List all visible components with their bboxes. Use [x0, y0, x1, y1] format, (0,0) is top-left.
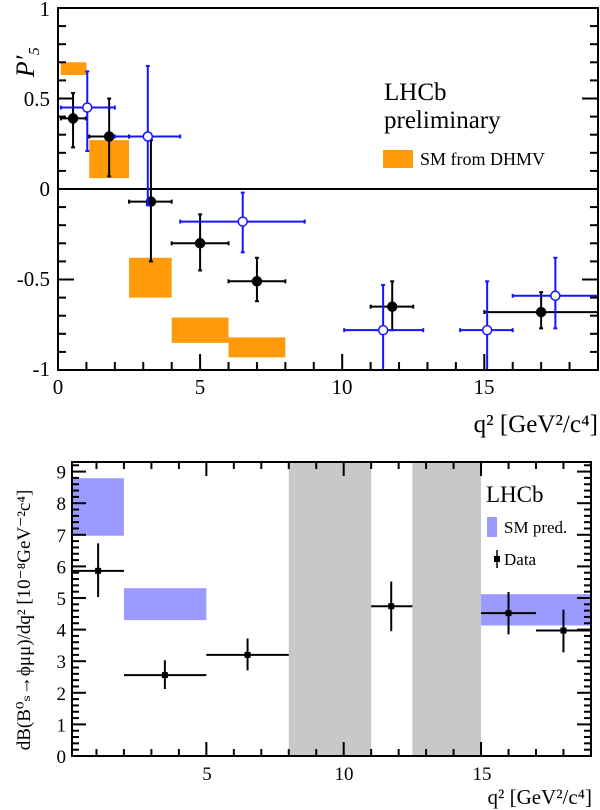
- marker: [67, 113, 79, 124]
- data-point-filled: [128, 139, 173, 263]
- marker: [82, 102, 93, 113]
- legend-label-sm: SM from DHMV: [420, 149, 545, 169]
- legend-label-sm: SM pred.: [504, 518, 567, 537]
- y-tick-label: 0.5: [24, 87, 50, 111]
- y-axis-title: P′₅: [11, 47, 40, 79]
- marker: [194, 238, 206, 249]
- x-tick-label: 10: [335, 764, 354, 785]
- y-tick-label: 7: [57, 526, 67, 547]
- data-point-filled: [59, 92, 87, 149]
- sm-band: [123, 588, 207, 621]
- data-point: [71, 543, 124, 598]
- x-tick-label: 15: [474, 375, 495, 399]
- sm-band: [129, 257, 172, 298]
- data-point-filled: [369, 280, 415, 332]
- legend-swatch-sm: [487, 517, 497, 537]
- marker: [251, 276, 263, 287]
- y-axis-title: dB(B⁰ₛ→ϕμμ)/dq² [10⁻⁸GeV⁻²c⁴]: [14, 490, 35, 751]
- sm-band: [60, 62, 87, 75]
- x-tick-label: 10: [332, 375, 353, 399]
- marker: [481, 324, 493, 336]
- marker: [505, 610, 512, 617]
- marker: [388, 603, 395, 610]
- sm-band: [228, 337, 286, 358]
- marker: [142, 131, 154, 142]
- marker: [161, 672, 168, 679]
- vetoed-region: [288, 463, 372, 756]
- vetoed-region: [412, 463, 482, 756]
- sm-band: [71, 478, 124, 536]
- marker: [237, 216, 248, 227]
- p5prime-panel: 1 0.5 0 -0.5 -1 0 5 10 15 q² [GeV²/c⁴] P…: [11, 0, 599, 438]
- axis-ticks: [72, 462, 592, 757]
- y-tick-label: 0: [57, 747, 67, 768]
- y-tick-label: 9: [57, 463, 67, 484]
- y-tick-label: -0.5: [17, 267, 50, 291]
- y-tick-label: 0: [40, 177, 51, 201]
- data-point-filled: [483, 291, 599, 330]
- sm-band: [481, 594, 591, 626]
- marker: [535, 306, 547, 318]
- sm-bands: [71, 478, 591, 626]
- data-point-filled: [170, 213, 230, 272]
- marker: [386, 301, 398, 312]
- lhcb-label: LHCb: [384, 79, 447, 106]
- marker: [560, 627, 567, 634]
- marker: [377, 324, 389, 336]
- plot-frame: [57, 7, 599, 371]
- marker: [244, 651, 251, 658]
- y-tick-label: 4: [57, 621, 67, 642]
- vetoed-regions: [288, 463, 482, 756]
- data-points: [71, 543, 591, 690]
- x-tick-label: 5: [195, 375, 206, 399]
- data-point-open: [511, 256, 599, 330]
- data-point-open: [59, 70, 116, 152]
- y-tick-label: 3: [57, 652, 67, 673]
- y-tick-label: 1: [40, 0, 51, 21]
- sm-band: [171, 317, 229, 343]
- marker: [550, 290, 561, 302]
- axis-ticks: [57, 7, 599, 371]
- y-tick-labels: 0 1 2 3 4 5 6 7 8 9: [57, 463, 67, 768]
- data-point-open: [459, 280, 514, 371]
- x-axis-title: q² [GeV²/c⁴]: [474, 411, 598, 438]
- sm-bands: [60, 62, 286, 358]
- y-tick-label: 8: [57, 494, 67, 515]
- marker: [95, 567, 102, 574]
- x-axis-title: q² [GeV²/c⁴]: [488, 785, 592, 809]
- y-tick-label: 5: [57, 589, 67, 610]
- data-points: [59, 64, 599, 371]
- data-point: [481, 591, 536, 635]
- x-tick-label: 0: [53, 375, 64, 399]
- legend-label-data: Data: [504, 550, 537, 569]
- preliminary-label: preliminary: [384, 107, 501, 134]
- lhcb-label: LHCb: [486, 482, 544, 507]
- y-tick-label: -1: [33, 357, 51, 381]
- x-tick-label: 5: [202, 764, 212, 785]
- data-point-open: [179, 191, 306, 254]
- data-point-filled: [227, 256, 287, 303]
- plot-frame: [71, 461, 592, 757]
- data-point-open: [343, 283, 425, 371]
- data-point: [206, 638, 289, 671]
- data-point-open: [113, 64, 182, 207]
- data-point: [371, 581, 413, 632]
- marker: [103, 131, 115, 142]
- branching-fraction-panel: 0 1 2 3 4 5 6 7 8 9 5 10 15 q² [GeV²/c⁴] dB(B⁰ₛ→ϕ…: [14, 461, 592, 809]
- y-tick-label: 6: [57, 557, 67, 578]
- legend-marker-data-point: [494, 556, 500, 562]
- x-tick-label: 15: [473, 764, 492, 785]
- legend-swatch-sm: [383, 150, 413, 168]
- y-tick-label: 1: [57, 715, 67, 736]
- data-point: [123, 660, 207, 690]
- y-tick-label: 2: [57, 684, 67, 705]
